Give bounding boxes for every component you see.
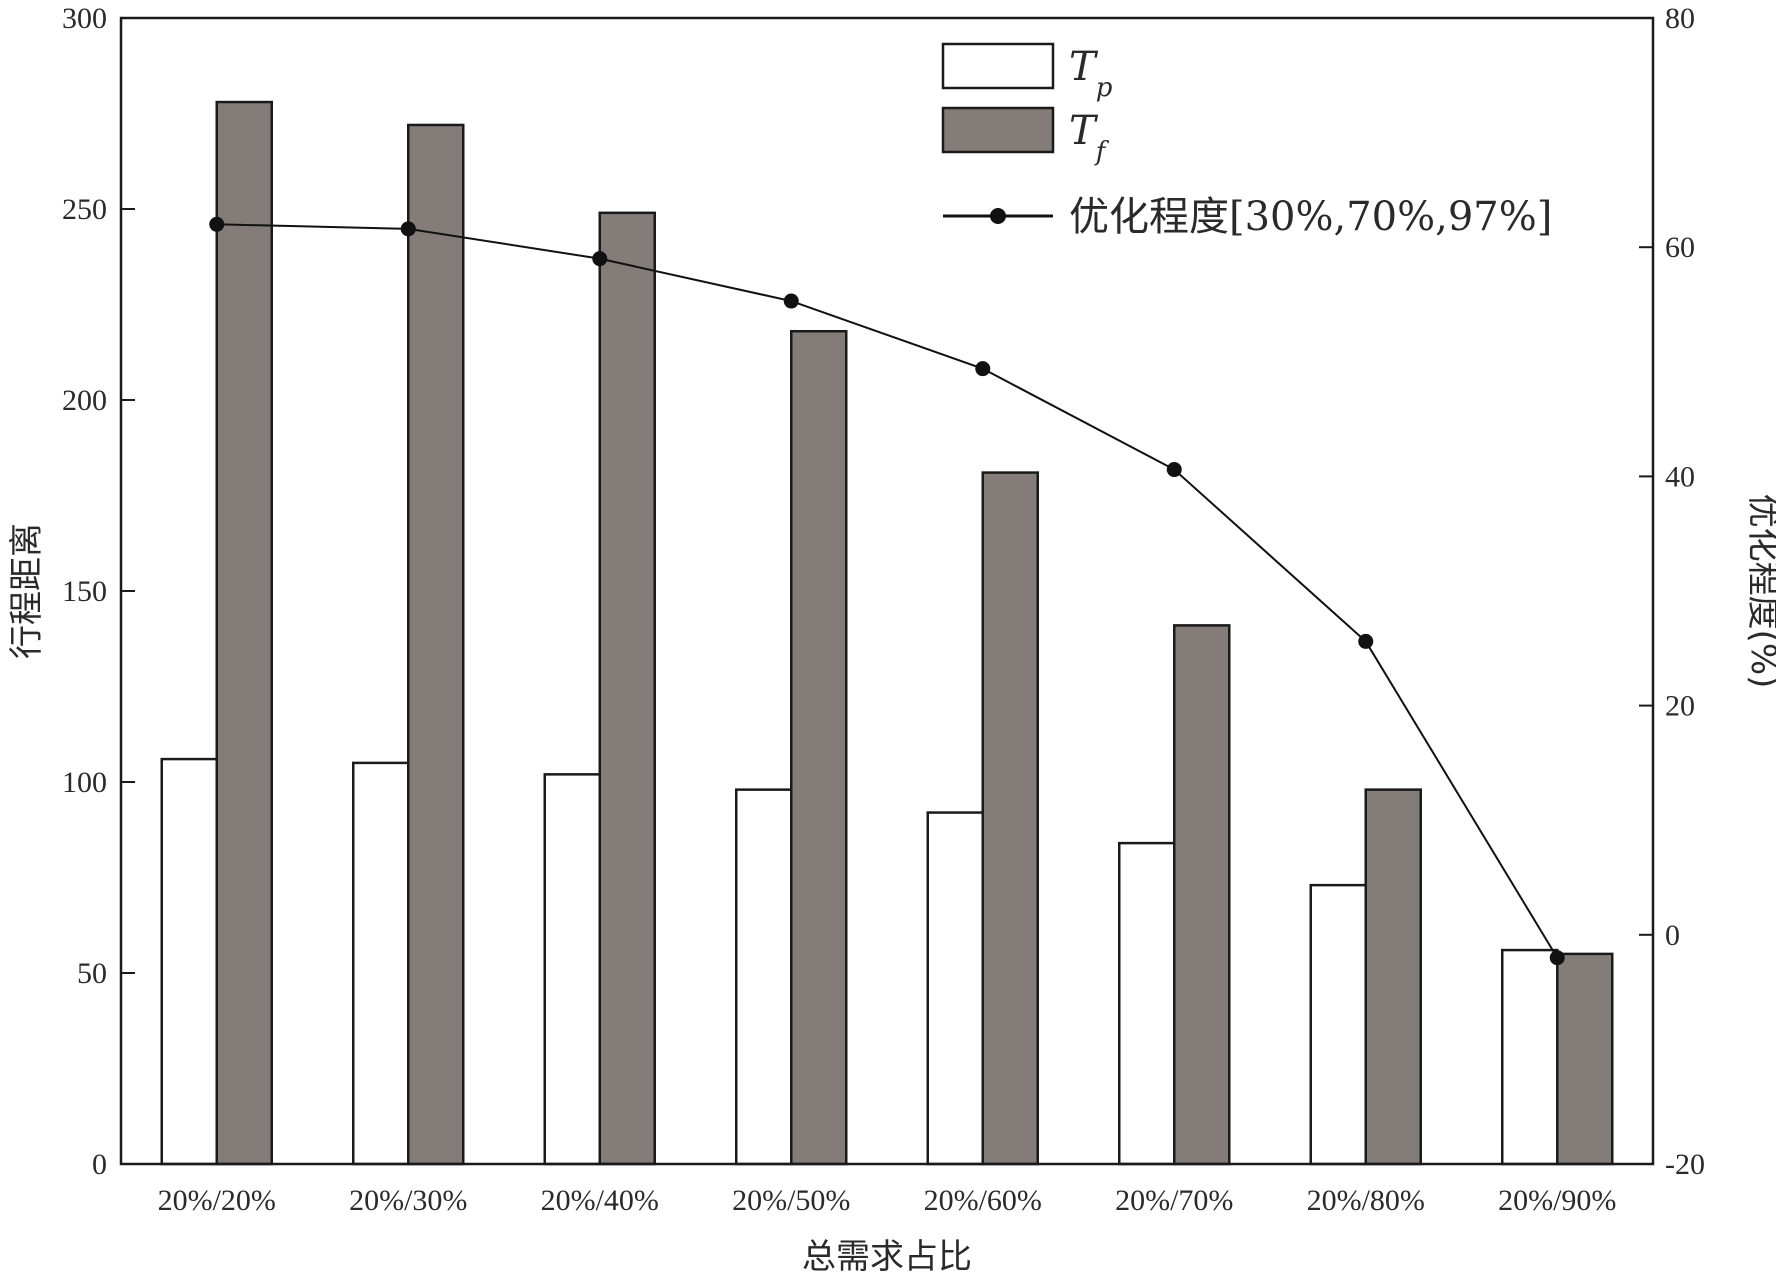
optimization-point-1 [209, 216, 225, 232]
bar-tp-3 [543, 773, 601, 1166]
x-tick-label: 20%/70% [1115, 1184, 1233, 1217]
optimization-point-7 [1358, 633, 1374, 649]
x-tick-label: 20%/30% [349, 1184, 467, 1217]
bar-tf-8 [1556, 952, 1614, 1166]
y2-tick-label: 0 [1665, 919, 1680, 952]
legend-label-tf: Tf [1069, 108, 1110, 167]
optimization-point-5 [975, 361, 991, 377]
legend-swatch-tp [941, 42, 1055, 90]
x-tick-label: 20%/60% [924, 1184, 1042, 1217]
optimization-point-3 [592, 251, 608, 267]
optimization-point-6 [1166, 462, 1182, 478]
bar-tf-1 [215, 100, 273, 1166]
legend-swatch-tf [941, 106, 1055, 154]
axes: 0 50 100 150 200 250 300 -20 0 20 40 60 80 20%/20% 20%… [62, 2, 1705, 1217]
bar-tp-4 [735, 788, 793, 1166]
y-tick-label: 250 [62, 193, 107, 226]
legend-marker-sample [990, 208, 1006, 224]
bar-tf-2 [407, 123, 465, 1166]
bar-tf-4 [790, 329, 848, 1166]
bar-tp-1 [160, 757, 218, 1166]
plot-marks [160, 100, 1614, 1166]
x-axis-title: 总需求占比 [802, 1237, 972, 1277]
y-tick-label: 0 [92, 1148, 107, 1181]
optimization-point-8 [1549, 950, 1565, 966]
x-tick-label: 20%/80% [1307, 1184, 1425, 1217]
y2-tick-label: 40 [1665, 460, 1695, 493]
y-tick-label: 50 [77, 957, 107, 990]
bar-tp-2 [352, 761, 410, 1166]
y-tick-label: 150 [62, 575, 107, 608]
bar-tp-6 [1118, 841, 1176, 1166]
y2-tick-label: 60 [1665, 231, 1695, 264]
optimization-point-2 [400, 221, 416, 237]
x-tick-label: 20%/40% [541, 1184, 659, 1217]
y-axis-title: 行程距离 [7, 523, 47, 659]
x-tick-label: 20%/20% [158, 1184, 276, 1217]
plot-frame [119, 16, 1655, 1166]
y-tick-label: 200 [62, 384, 107, 417]
legend-label-optimization: 优化程度[30%,70%,97%] [1069, 194, 1552, 240]
bar-tp-7 [1309, 883, 1367, 1166]
bar-tp-8 [1501, 948, 1559, 1166]
y2-axis-title: 优化程度(%) [1743, 494, 1776, 689]
x-tick-label: 20%/50% [732, 1184, 850, 1217]
bar-tf-3 [598, 211, 656, 1166]
x-tick-label: 20%/90% [1498, 1184, 1616, 1217]
bar-tf-7 [1364, 788, 1422, 1166]
optimization-point-4 [783, 293, 799, 309]
y2-tick-label: -20 [1665, 1148, 1705, 1181]
y-tick-label: 300 [62, 2, 107, 35]
legend-label-tp: Tp [1069, 44, 1113, 103]
bar-tp-5 [926, 811, 984, 1166]
y2-tick-label: 80 [1665, 2, 1695, 35]
optimization-line [216, 223, 1559, 959]
y2-tick-label: 20 [1665, 690, 1695, 723]
y-tick-label: 100 [62, 766, 107, 799]
bar-tf-6 [1173, 624, 1231, 1166]
bar-tf-5 [981, 471, 1039, 1166]
